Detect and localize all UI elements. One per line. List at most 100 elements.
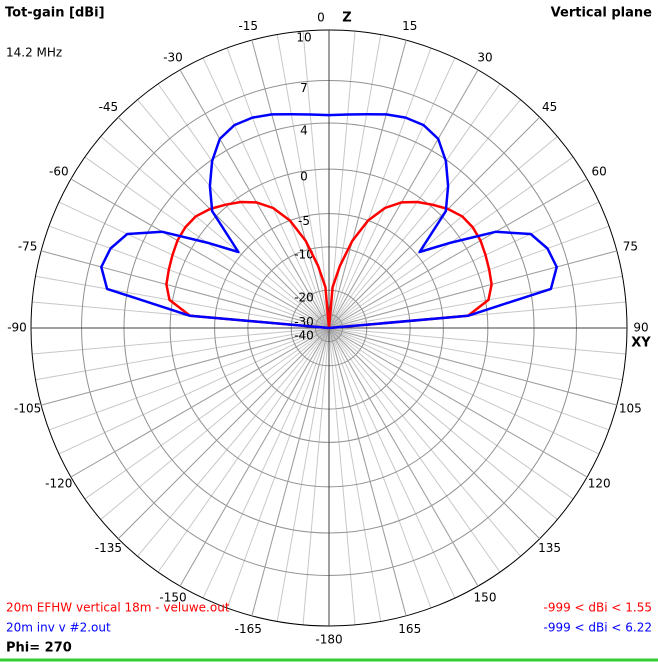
minor-radial-line — [328, 275, 623, 329]
radial-grid-line — [328, 327, 479, 587]
radial-grid-line — [328, 40, 407, 329]
chart-subtitle: Vertical plane — [551, 6, 652, 21]
minor-radial-line — [328, 327, 432, 609]
radial-grid-line — [41, 250, 330, 329]
radial-grid-line — [251, 327, 330, 616]
minor-radial-line — [328, 327, 600, 455]
minor-radial-line — [157, 327, 330, 573]
minor-radial-line — [328, 57, 456, 329]
radial-grid-line — [179, 69, 330, 329]
angle-tick-label: 45 — [542, 100, 557, 114]
angle-tick-label: -150 — [159, 591, 186, 605]
minor-radial-line — [202, 57, 330, 329]
radial-grid-line — [328, 327, 588, 478]
legend-entry: 20m inv v #2.out — [6, 621, 111, 635]
minor-radial-line — [137, 327, 330, 557]
radial-grid-line — [328, 69, 479, 329]
angle-tick-label: -45 — [99, 100, 119, 114]
ring-label: 10 — [296, 31, 311, 45]
minor-radial-line — [328, 47, 432, 329]
angle-tick-label: -15 — [238, 19, 258, 33]
minor-radial-line — [84, 327, 330, 500]
minor-radial-line — [328, 327, 356, 625]
angle-tick-label: 135 — [538, 541, 561, 555]
radial-grid-line — [328, 178, 588, 329]
radial-grid-line — [328, 327, 541, 540]
minor-radial-line — [35, 327, 330, 381]
phi-label: Phi= 270 — [6, 641, 72, 656]
minor-radial-line — [276, 34, 330, 329]
pattern-line — [100, 113, 558, 330]
radial-grid-line — [70, 327, 330, 478]
angle-tick-label: -120 — [45, 477, 72, 491]
radial-grid-line — [328, 116, 541, 329]
radial-grid-line — [70, 178, 330, 329]
angle-tick-label: -180 — [315, 633, 342, 647]
minor-radial-line — [328, 327, 382, 622]
minor-radial-line — [328, 327, 610, 431]
minor-radial-line — [48, 327, 330, 431]
minor-radial-line — [328, 31, 356, 329]
ring-label: -5 — [298, 214, 310, 228]
ring-label: 0 — [300, 170, 308, 184]
ring-label: 7 — [300, 81, 308, 95]
angle-tick-label: 150 — [474, 591, 497, 605]
minor-radial-line — [226, 47, 330, 329]
radial-grid-line — [41, 327, 330, 406]
minor-radial-line — [328, 327, 456, 599]
radial-grid-line — [328, 250, 617, 329]
minor-radial-line — [328, 327, 623, 381]
minor-radial-line — [100, 136, 330, 329]
angle-tick-label: 15 — [402, 19, 417, 33]
minor-radial-line — [302, 327, 330, 625]
angle-tick-label: -165 — [235, 622, 262, 636]
radial-grid-line — [328, 327, 617, 406]
zenith-label: Z — [342, 11, 351, 26]
minor-radial-line — [276, 327, 330, 622]
minor-radial-line — [328, 327, 521, 557]
minor-radial-line — [100, 327, 330, 520]
angle-tick-label: 0 — [317, 11, 325, 25]
angle-tick-label: -75 — [18, 240, 38, 254]
minor-radial-line — [202, 327, 330, 599]
ring-label: 4 — [300, 123, 308, 137]
ring-label: -40 — [294, 329, 314, 343]
angle-tick-label: 165 — [398, 622, 421, 636]
minor-radial-line — [328, 225, 610, 329]
minor-radial-line — [328, 327, 558, 520]
radial-grid-line — [117, 327, 330, 540]
minor-radial-line — [302, 31, 330, 329]
radial-grid-line — [328, 327, 407, 616]
minor-radial-line — [328, 327, 501, 573]
minor-radial-line — [328, 327, 626, 355]
minor-radial-line — [328, 99, 521, 329]
minor-radial-line — [58, 201, 330, 329]
minor-radial-line — [328, 136, 558, 329]
minor-radial-line — [58, 327, 330, 455]
angle-tick-label: 60 — [592, 165, 607, 179]
minor-radial-line — [328, 201, 600, 329]
horizon-label: XY — [631, 336, 651, 351]
plot — [100, 113, 558, 330]
minor-radial-line — [328, 83, 501, 329]
minor-radial-line — [48, 225, 330, 329]
radial-grid-line — [179, 327, 330, 587]
angle-tick-label: 105 — [619, 401, 642, 415]
legend-range: -999 < dBi < 1.55 — [543, 601, 652, 615]
minor-radial-line — [32, 327, 330, 355]
minor-radial-line — [157, 83, 330, 329]
angle-tick-label: 75 — [623, 240, 638, 254]
minor-radial-line — [328, 327, 574, 500]
angle-tick-label: -135 — [95, 541, 122, 555]
angle-tick-label: -105 — [14, 401, 41, 415]
legend-range: -999 < dBi < 6.22 — [543, 621, 652, 635]
minor-radial-line — [226, 327, 330, 609]
chart-title: Tot-gain [dBi] — [5, 6, 105, 21]
angle-tick-label: -60 — [49, 165, 69, 179]
legend-entry: 20m EFHW vertical 18m - veluwe.out — [6, 601, 230, 615]
angle-tick-label: -90 — [7, 321, 27, 335]
frequency: 14.2 MHz — [6, 46, 62, 60]
ring-label: -20 — [294, 291, 314, 305]
